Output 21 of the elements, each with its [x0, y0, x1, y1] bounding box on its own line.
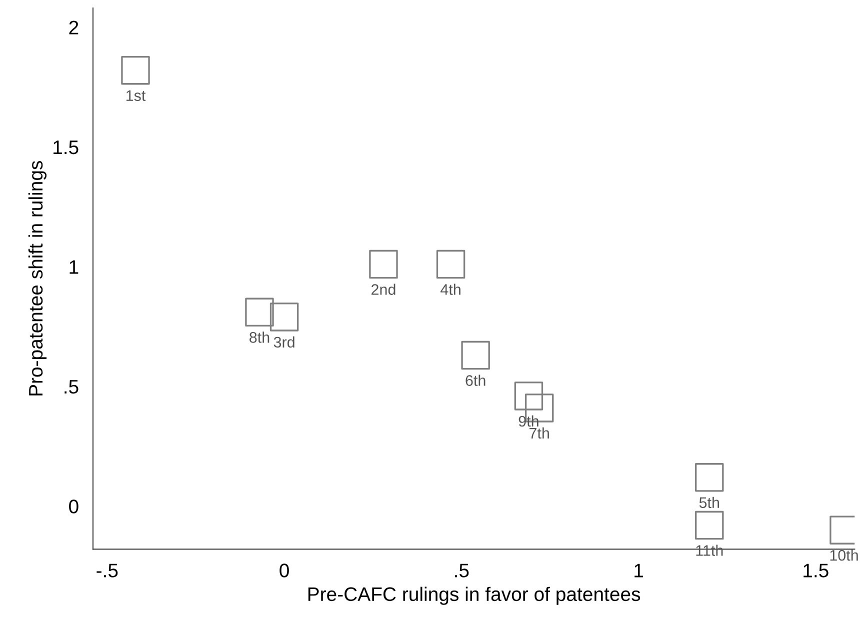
y-tick-label: 0 — [69, 500, 78, 514]
x-tick-label: 1 — [634, 564, 643, 578]
annotation: 7th — [530, 427, 549, 439]
annotation: 3rd — [274, 336, 294, 348]
y-tick-label: .5 — [64, 380, 78, 394]
annotation: 2nd — [371, 284, 396, 295]
x-tick-label: .5 — [455, 564, 469, 578]
annotation: 6th — [466, 374, 486, 386]
annotation: 1st — [126, 90, 146, 102]
y-tick-label: 1.5 — [54, 140, 78, 154]
annotation: 8th — [250, 332, 270, 343]
x-axis-title: Pre-CAFC rulings in favor of patentees — [308, 586, 640, 605]
y-tick-label: 1 — [70, 260, 78, 274]
y-axis-title: Pro-patentee shift in rulings — [28, 161, 47, 396]
x-tick-label: 0 — [280, 564, 289, 578]
x-tick-label: 1.5 — [804, 564, 828, 578]
x-tick-label: -.5 — [96, 564, 118, 578]
y-tick-label: 2 — [69, 20, 78, 34]
annotation: 5th — [699, 496, 720, 508]
annotation: 10th — [830, 550, 858, 561]
annotation: 4th — [440, 284, 460, 295]
